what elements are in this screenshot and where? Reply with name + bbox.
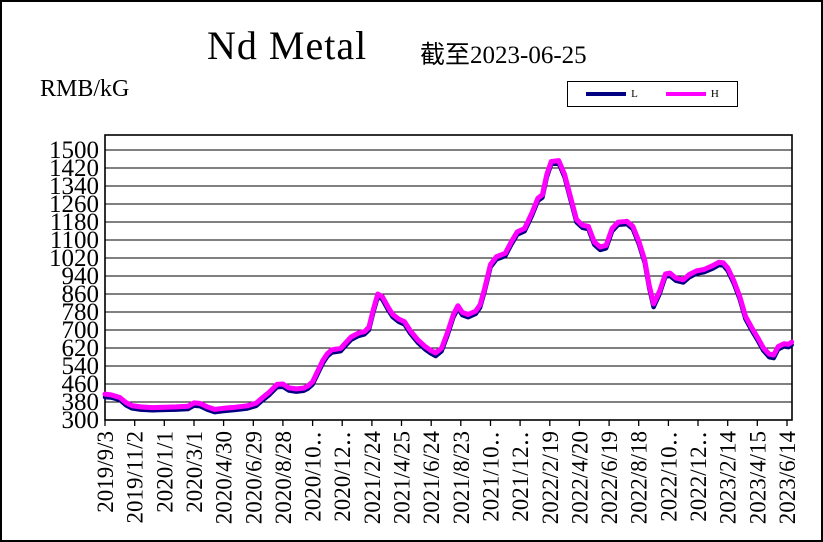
x-axis-label: 2019/9/3 (93, 431, 118, 513)
y-axis-label: 1420 (49, 155, 99, 182)
y-axis-label: 1020 (49, 245, 99, 272)
y-axis-label: 300 (62, 407, 100, 434)
y-axis-label: 700 (62, 317, 100, 344)
y-axis-label: 1500 (49, 137, 99, 164)
chart-subtitle: 截至2023-06-25 (420, 42, 587, 69)
series-line-L (102, 160, 794, 415)
y-axis-label: 780 (62, 299, 100, 326)
x-axis-label: 2023/4/15 (745, 431, 770, 524)
x-axis-label: 2021/2/24 (360, 431, 385, 525)
x-axis-label: 2022/2/19 (538, 431, 563, 524)
x-axis-label: 2020/4/30 (212, 431, 237, 524)
y-axis-label: 1260 (49, 191, 99, 218)
x-axis-label: 2022/12‥ (686, 431, 711, 522)
x-axis-label: 2023/2/14 (716, 431, 741, 525)
x-axis-label: 2023/6/14 (775, 431, 800, 525)
legend-item-H: H (665, 88, 719, 100)
x-axis-label: 2022/6/19 (597, 431, 622, 524)
x-axis-label: 2021/6/24 (419, 431, 444, 525)
x-axis-label: 2021/10‥ (479, 431, 504, 522)
x-axis-label: 2022/8/18 (627, 431, 652, 524)
x-axis-label: 2021/8/23 (449, 431, 474, 524)
x-axis-label: 2019/11/2 (123, 431, 148, 523)
legend-label-H: H (710, 88, 719, 100)
y-axis-label: 540 (62, 353, 100, 380)
y-axis-label: 1340 (49, 173, 99, 200)
y-axis-label: 380 (62, 389, 100, 416)
legend-line-swatch-L (586, 92, 627, 96)
x-axis-label: 2020/12‥ (330, 431, 355, 522)
x-axis-label: 2021/4/25 (390, 431, 415, 524)
x-axis-label: 2022/4/20 (567, 431, 592, 524)
y-axis-label: 460 (62, 371, 100, 398)
plot-frame (104, 134, 793, 421)
x-axis-label: 2021/12‥ (508, 431, 533, 522)
legend-box: L H (567, 81, 738, 107)
y-axis-label: 940 (62, 263, 100, 290)
y-axis-label: 620 (62, 335, 100, 362)
y-axis-unit-label: RMB/kG (40, 76, 130, 102)
x-axis-label: 2022/10‥ (656, 431, 681, 522)
x-axis-label: 2020/1/1 (152, 431, 177, 513)
legend-item-L: L (586, 88, 638, 100)
chart-title: Nd Metal (207, 23, 368, 68)
legend-label-L: L (631, 88, 638, 100)
y-axis-label: 860 (62, 281, 100, 308)
legend-line-swatch-H (665, 92, 706, 96)
series-line-H (102, 158, 795, 412)
y-axis-label: 1100 (50, 227, 99, 254)
x-axis-label: 2020/3/1 (182, 431, 207, 513)
x-axis-label: 2020/10‥ (301, 431, 326, 522)
x-axis-label: 2020/6/29 (241, 431, 266, 524)
x-axis-label: 2020/8/28 (271, 431, 296, 524)
y-axis-label: 1180 (50, 209, 99, 236)
